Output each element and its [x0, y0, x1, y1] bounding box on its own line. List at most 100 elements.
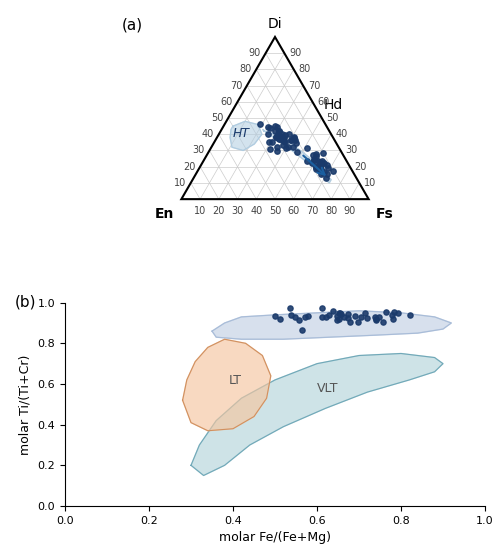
Point — [274, 143, 281, 152]
Text: 70: 70 — [308, 81, 320, 91]
Point — [329, 167, 337, 176]
Point — [320, 158, 328, 167]
X-axis label: molar Fe/(Fe+Mg): molar Fe/(Fe+Mg) — [219, 531, 331, 544]
Point — [317, 159, 325, 168]
Point — [298, 325, 306, 334]
Point — [273, 146, 281, 155]
Point — [272, 122, 280, 130]
Text: 30: 30 — [345, 146, 358, 156]
Text: 90: 90 — [289, 48, 302, 58]
Point — [317, 165, 325, 174]
Polygon shape — [182, 339, 271, 431]
Point — [290, 133, 298, 142]
Point — [372, 314, 380, 323]
Text: 50: 50 — [211, 113, 224, 123]
Text: 60: 60 — [317, 97, 330, 107]
Point — [336, 309, 344, 318]
Point — [340, 313, 348, 322]
Point — [318, 167, 326, 176]
Text: 80: 80 — [240, 64, 252, 74]
Text: 40: 40 — [336, 129, 348, 139]
Point — [376, 313, 384, 322]
Point — [312, 152, 320, 161]
Point — [290, 132, 298, 141]
Point — [282, 144, 290, 153]
Point — [324, 169, 332, 178]
Text: 90: 90 — [344, 206, 356, 216]
Point — [310, 155, 318, 164]
Text: Fs: Fs — [376, 207, 394, 221]
Point — [312, 162, 320, 171]
Point — [328, 307, 336, 316]
Point — [264, 137, 272, 146]
Point — [271, 126, 279, 135]
Point — [388, 311, 396, 320]
Point — [316, 163, 324, 172]
Point — [344, 309, 351, 318]
Point — [288, 310, 296, 319]
Text: 30: 30 — [232, 206, 243, 216]
Point — [314, 157, 322, 166]
Point — [337, 310, 345, 318]
Point — [280, 130, 288, 139]
Text: (b): (b) — [14, 294, 36, 310]
Point — [280, 136, 287, 145]
Text: 80: 80 — [298, 64, 310, 74]
Point — [286, 130, 294, 139]
Point — [293, 148, 301, 157]
Point — [275, 126, 283, 135]
Polygon shape — [230, 122, 262, 151]
Point — [256, 120, 264, 129]
Point — [302, 313, 310, 322]
Point — [274, 126, 282, 135]
Point — [370, 313, 378, 322]
Point — [336, 315, 344, 323]
Text: En: En — [154, 207, 174, 221]
Point — [322, 313, 330, 322]
Text: 70: 70 — [230, 81, 242, 91]
Point — [280, 138, 288, 146]
Point — [309, 151, 317, 160]
Text: Hd: Hd — [324, 98, 342, 112]
Text: 10: 10 — [364, 178, 376, 188]
Point — [316, 166, 324, 175]
Point — [278, 141, 286, 150]
Point — [302, 144, 310, 153]
Text: 50: 50 — [269, 206, 281, 216]
Point — [333, 312, 341, 321]
Point — [291, 312, 299, 321]
Point — [264, 130, 272, 139]
Point — [264, 122, 272, 131]
Point — [316, 166, 324, 175]
Point — [278, 135, 286, 144]
Point — [274, 133, 282, 142]
Point — [372, 316, 380, 324]
Point — [276, 131, 284, 140]
Point — [320, 168, 328, 177]
Text: 70: 70 — [306, 206, 318, 216]
Point — [322, 174, 330, 183]
Point — [266, 145, 274, 153]
Point — [268, 138, 276, 147]
Point — [316, 158, 324, 167]
Point — [351, 312, 359, 321]
Point — [276, 134, 283, 143]
Point — [406, 310, 414, 319]
Text: 40: 40 — [250, 206, 262, 216]
Text: (a): (a) — [122, 18, 143, 33]
Point — [316, 160, 324, 168]
Point — [276, 135, 283, 144]
Point — [324, 164, 332, 173]
Point — [280, 134, 287, 142]
Text: 20: 20 — [183, 162, 196, 172]
Point — [279, 136, 287, 145]
Point — [274, 130, 282, 139]
Point — [319, 148, 327, 157]
Text: 40: 40 — [202, 129, 214, 139]
Text: HT: HT — [233, 127, 250, 140]
Point — [291, 135, 299, 144]
Point — [336, 309, 344, 317]
Point — [312, 150, 320, 159]
Point — [357, 313, 365, 322]
Point — [288, 142, 296, 151]
